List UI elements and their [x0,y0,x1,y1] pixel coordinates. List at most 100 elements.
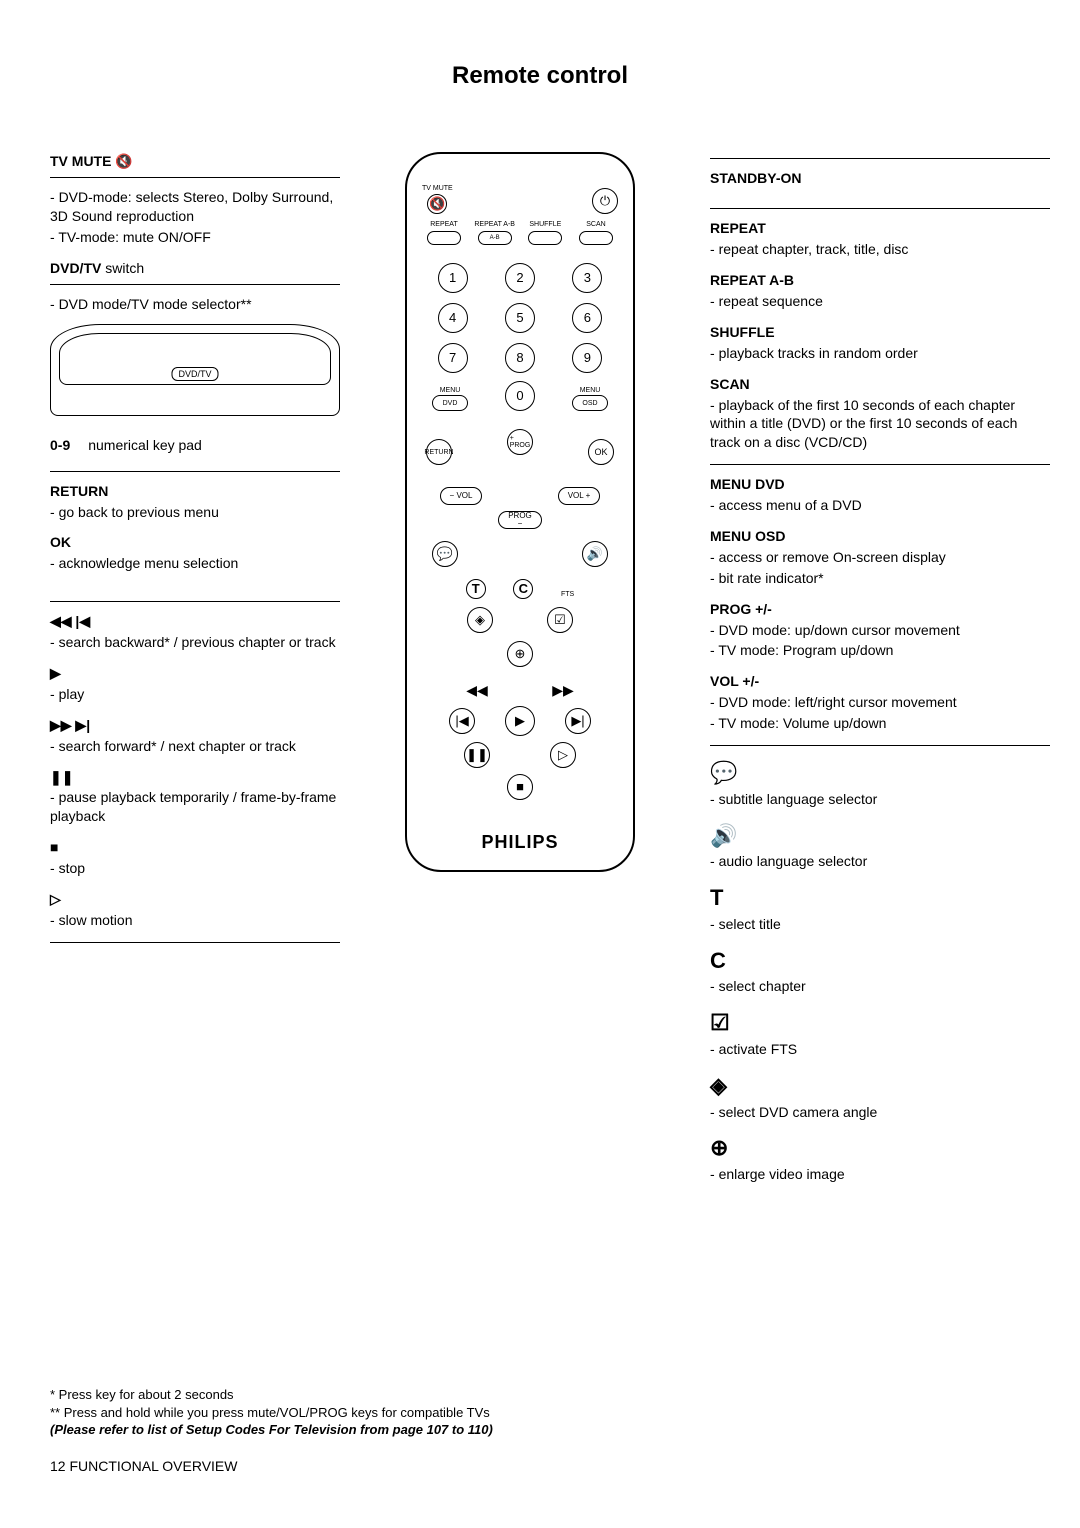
repeat-ab-title: REPEAT A-B [710,271,1050,290]
zoom-icon: ⊕ [710,1133,1050,1163]
tv-mute-item-1: - DVD-mode: selects Stereo, Dolby Surrou… [50,188,340,226]
ok-item: - acknowledge menu selection [50,554,340,573]
repeat-ab-button: A-B [478,231,512,245]
menu-osd-button: OSD [572,395,608,411]
return-button: RETURN [426,439,452,465]
rewind-icon: ◀◀ |◀ [50,612,340,631]
footnote-a: * Press key for about 2 seconds [50,1386,1030,1404]
return-title: RETURN [50,482,340,501]
menu-row: MENU DVD 0 MENU OSD [432,381,608,411]
vol-title: VOL +/- [710,672,1050,691]
repeat-section: REPEAT - repeat chapter, track, title, d… [710,219,1050,259]
mute-icon: 🔇 [115,153,132,169]
switch-diagram: DVD/TV [50,324,340,416]
ok-title: OK [50,533,340,552]
numpad-item: numerical key pad [88,436,202,455]
dvd-tv-title-bold: DVD/TV [50,260,101,276]
repeat-title: REPEAT [710,219,1050,238]
vol-row: − VOL VOL + [440,487,600,505]
standby-title: STANDBY-ON [710,169,1050,188]
num-0: 0 [505,381,535,411]
num-2: 2 [505,263,535,293]
transport-row-1: ◀◀ ▶▶ [434,681,606,700]
angle-button: ◈ [467,607,493,633]
prog-section: PROG +/- - DVD mode: up/down cursor move… [710,600,1050,661]
footnotes: * Press key for about 2 seconds ** Press… [50,1386,1030,1439]
num-7: 7 [438,343,468,373]
num-9: 9 [572,343,602,373]
shuffle-button [528,231,562,245]
prog-plus-button: + PROG [507,429,533,455]
ok-button: OK [588,439,614,465]
audio-item: audio language selector [719,853,868,869]
numpad-section: 0-9 numerical key pad [50,436,340,455]
return-item: - go back to previous menu [50,503,340,522]
menu-osd-section: MENU OSD - access or remove On-screen di… [710,527,1050,588]
fts-item: activate FTS [719,1041,798,1057]
repeat-ab-label: REPEAT A-B [474,221,515,228]
play-item: play [59,686,85,702]
fwd-section: ▶▶ ▶| - search forward* / next chapter o… [50,716,340,756]
pause-button: ❚❚ [464,742,490,768]
ok-section: OK - acknowledge menu selection [50,533,340,573]
vol-section: VOL +/- - DVD mode: left/right cursor mo… [710,672,1050,733]
scan-section: SCAN - playback of the first 10 seconds … [710,375,1050,453]
numpad-grid: 1 2 3 4 5 6 7 8 9 [432,263,608,373]
menu-dvd-section: MENU DVD - access menu of a DVD [710,475,1050,515]
play-button: ▶ [505,706,535,736]
shuffle-item: playback tracks in random order [719,345,918,361]
subtitle-item: subtitle language selector [719,791,878,807]
brand: PHILIPS [422,830,618,854]
zoom-item: enlarge video image [719,1166,845,1182]
vol-minus-button: − VOL [440,487,482,505]
play-section: ▶ - play [50,664,340,704]
pause-icon: ❚❚ [50,768,340,787]
zoom-button: ⊕ [507,641,533,667]
num-6: 6 [572,303,602,333]
prog-item-2: TV mode: Program up/down [718,642,893,658]
c-item: select chapter [719,978,806,994]
stop-item: stop [59,860,85,876]
prog-minus-button: PROG − [498,511,542,529]
t-button: T [466,579,486,599]
repeat-button [427,231,461,245]
shuffle-title: SHUFFLE [710,323,1050,342]
tv-mute-section: TV MUTE 🔇 - DVD-mode: selects Stereo, Do… [50,152,340,247]
numpad-title: 0-9 [50,436,70,455]
scan-button [579,231,613,245]
back-item: search backward* / previous chapter or t… [59,634,336,650]
menu-dvd-item: access menu of a DVD [719,497,862,513]
tv-mute-title: TV MUTE [50,153,111,169]
fts-icon: ☑ [710,1008,1050,1038]
shuffle-label: SHUFFLE [529,221,561,228]
tv-mute-item-2: - TV-mode: mute ON/OFF [50,228,340,247]
transport-row-3: ❚❚ ▷ [434,742,606,768]
num-3: 3 [572,263,602,293]
tc-row: T C FTS [452,579,588,599]
num-8: 8 [505,343,535,373]
footnote-c: (Please refer to list of Setup Codes For… [50,1421,1030,1439]
slow-icon: ▷ [50,890,340,909]
next-button: ▶| [565,708,591,734]
menu-osd-title: MENU OSD [710,527,1050,546]
subtitle-button: 💬 [432,541,458,567]
standby-button: ⏻ [592,188,618,214]
remote-diagram: TV MUTE 🔇 ⏻ REPEAT REPEAT A-BA-B SHUFFLE… [405,152,635,872]
scan-title: SCAN [710,375,1050,394]
vol-item-1: DVD mode: left/right cursor movement [719,694,957,710]
prog-item-1: DVD mode: up/down cursor movement [719,622,960,638]
forward-icon: ▶▶ ▶| [50,716,340,735]
back-section: ◀◀ |◀ - search backward* / previous chap… [50,612,340,652]
slow-item: slow motion [59,912,133,928]
footnote-b: ** Press and hold while you press mute/V… [50,1404,1030,1422]
angle-item: select DVD camera angle [719,1104,878,1120]
shuffle-section: SHUFFLE - playback tracks in random orde… [710,323,1050,363]
dvd-tv-item: - DVD mode/TV mode selector** [50,295,340,314]
mute-button: 🔇 [427,194,447,214]
pause-item: pause playback temporarily / frame-by-fr… [50,789,336,824]
tv-mute-label: TV MUTE [422,184,453,193]
vol-plus-button: VOL + [558,487,600,505]
menu-r-label: MENU [572,386,608,395]
middle-column: TV MUTE 🔇 ⏻ REPEAT REPEAT A-BA-B SHUFFLE… [350,152,690,1186]
transport-row-4: ■ [434,774,606,800]
